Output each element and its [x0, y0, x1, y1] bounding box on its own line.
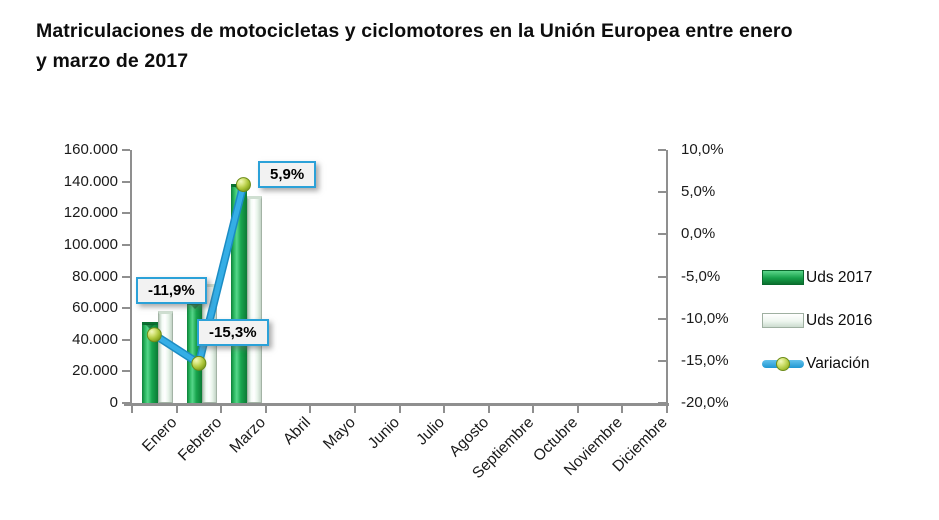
chart-title-line1: Matriculaciones de motocicletas y ciclom… — [36, 20, 793, 42]
legend-swatch-bar-2017-icon — [762, 270, 804, 285]
legend-label-variacion: Variación — [806, 354, 870, 372]
x-axis-tick — [666, 406, 668, 413]
legend-swatch-line-icon — [762, 356, 804, 371]
y-axis-left-label: 60.000 — [72, 299, 118, 317]
x-axis-label: Febrero — [174, 414, 225, 465]
y-axis-left-tick — [122, 402, 130, 404]
bar-bevel-notch — [234, 185, 245, 191]
y-axis-right-tick — [658, 317, 666, 320]
y-axis-left-label: 100.000 — [63, 235, 118, 253]
x-axis-tick — [576, 406, 579, 413]
chart-title: Matriculaciones de motocicletas y ciclom… — [36, 16, 916, 76]
x-axis-tick — [532, 406, 535, 413]
y-axis-right-label: -10,0% — [681, 309, 729, 327]
data-label-variacion: -11,9% — [136, 277, 207, 304]
x-axis-label: Junio — [365, 414, 404, 453]
y-axis-right-tick — [658, 149, 666, 151]
legend-label-uds-2017: Uds 2017 — [806, 268, 873, 286]
y-axis-left-tick — [122, 149, 130, 151]
chart-title-line2: y marzo de 2017 — [36, 50, 189, 72]
bar-uds-2016-marzo — [246, 196, 262, 403]
y-axis-left-label: 20.000 — [72, 362, 118, 380]
x-axis-label: Julio — [413, 414, 448, 449]
y-axis-right-tick — [658, 233, 666, 236]
x-axis-tick — [264, 406, 267, 413]
y-axis-right-tick — [658, 275, 666, 278]
y-axis-right-line — [666, 150, 668, 406]
x-axis-label: Enero — [139, 414, 181, 456]
x-axis-tick — [353, 406, 356, 413]
y-axis-right-tick — [658, 191, 666, 194]
bar-uds-2017-febrero — [186, 301, 203, 403]
y-axis-left-label: 140.000 — [63, 172, 118, 190]
y-axis-left-label: 0 — [109, 394, 118, 411]
x-axis-label: Marzo — [227, 414, 270, 457]
y-axis-left-label: 160.000 — [63, 141, 118, 158]
y-axis-right-label: -15,0% — [681, 351, 729, 369]
bar-bevel-notch — [189, 303, 200, 309]
y-axis-left-tick — [122, 243, 130, 246]
y-axis-left-tick — [122, 212, 130, 215]
y-axis-left-label: 80.000 — [72, 267, 118, 285]
data-label-variacion: -15,3% — [197, 319, 269, 346]
bar-uds-2016-enero — [157, 310, 173, 403]
legend-item-uds-2017: Uds 2017 — [762, 269, 872, 286]
y-axis-left-label: 120.000 — [63, 204, 118, 222]
y-axis-right-label: 10,0% — [681, 141, 724, 158]
legend-item-uds-2016: Uds 2016 — [762, 312, 872, 329]
data-label-variacion: 5,9% — [258, 161, 317, 188]
legend: Uds 2017 Uds 2016 Variación — [762, 269, 872, 398]
x-axis-label: Abril — [280, 414, 315, 448]
x-axis-tick — [443, 406, 446, 413]
legend-item-variacion: Variación — [762, 355, 872, 372]
y-axis-left-tick — [122, 370, 130, 373]
y-axis-left-label: 40.000 — [72, 330, 118, 348]
y-axis-right-tick — [658, 402, 666, 404]
y-axis-right-label: -20,0% — [681, 394, 729, 411]
bar-bevel-notch — [145, 323, 156, 329]
x-axis-tick — [621, 406, 624, 413]
x-axis-tick — [131, 406, 133, 413]
y-axis-left-tick — [122, 307, 130, 310]
x-axis-line — [124, 403, 669, 406]
bar-uds-2017-marzo — [231, 183, 247, 403]
x-axis-tick — [175, 406, 178, 413]
x-axis-label: Mayo — [319, 414, 359, 453]
y-axis-left-line — [130, 150, 132, 406]
y-axis-right-label: 0,0% — [681, 225, 716, 243]
x-axis-tick — [487, 406, 490, 413]
y-axis-left-tick — [122, 275, 130, 278]
y-axis-left-tick — [122, 180, 130, 183]
y-axis-right-label: 5,0% — [681, 183, 716, 201]
legend-label-uds-2016: Uds 2016 — [806, 311, 873, 329]
x-axis-tick — [220, 406, 223, 413]
x-axis-tick — [309, 406, 312, 413]
y-axis-right-tick — [658, 359, 666, 362]
x-axis-tick — [398, 406, 401, 413]
bar-uds-2017-enero — [142, 321, 158, 403]
y-axis-right-label: -5,0% — [681, 267, 721, 285]
y-axis-left-tick — [122, 338, 130, 341]
legend-swatch-bar-2016-icon — [762, 313, 804, 328]
legend-marker-icon — [776, 356, 790, 371]
